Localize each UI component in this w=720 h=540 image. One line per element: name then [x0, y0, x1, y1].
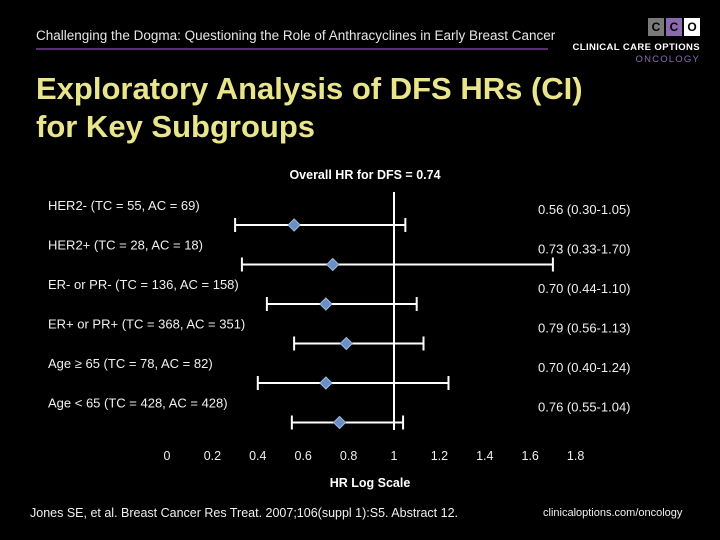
slide-title-line-1: Exploratory Analysis of DFS HRs (CI): [36, 71, 583, 106]
slide-title-line-2: for Key Subgroups: [36, 109, 316, 144]
header-divider: [36, 48, 548, 50]
ci-value-label: 0.79 (0.56-1.13): [538, 321, 631, 336]
x-tick-label: 1.2: [431, 449, 448, 463]
hr-point-marker: [332, 415, 347, 430]
logo-letter-2: C: [666, 18, 682, 36]
subgroup-label: ER- or PR- (TC = 136, AC = 158): [48, 277, 239, 292]
subgroup-label: HER2+ (TC = 28, AC = 18): [48, 238, 203, 253]
x-tick-label: 0.8: [340, 449, 357, 463]
x-tick-label: 1.6: [522, 449, 539, 463]
header-title: Challenging the Dogma: Questioning the R…: [36, 28, 556, 43]
ci-value-label: 0.56 (0.30-1.05): [538, 202, 631, 217]
ci-value-label: 0.70 (0.44-1.10): [538, 281, 631, 296]
footer-url[interactable]: clinicaloptions.com/oncology: [543, 507, 683, 519]
hr-point-marker: [287, 218, 301, 232]
citation: Jones SE, et al. Breast Cancer Res Treat…: [30, 506, 459, 520]
hr-point-marker: [339, 336, 354, 351]
hr-point-marker: [319, 376, 333, 390]
chart-title: Overall HR for DFS = 0.74: [289, 168, 441, 182]
subgroup-label: ER+ or PR+ (TC = 368, AC = 351): [48, 317, 245, 332]
logo-letter-1: C: [648, 18, 664, 36]
x-axis-label: HR Log Scale: [330, 476, 411, 490]
ci-value-label: 0.76 (0.55-1.04): [538, 400, 631, 415]
x-tick-label: 0: [164, 449, 171, 463]
logo-letter-3: O: [684, 18, 700, 36]
ci-value-label: 0.73 (0.33-1.70): [538, 242, 631, 257]
x-tick-label: 1: [391, 449, 398, 463]
clinical-care-options-logo: C C O CLINICAL CARE OPTIONS ONCOLOGY: [572, 18, 700, 66]
hr-point-marker: [319, 297, 333, 311]
x-tick-label: 1.8: [567, 449, 584, 463]
x-tick-label: 0.2: [204, 449, 221, 463]
logo-mark: C C O: [646, 18, 700, 36]
ci-value-label: 0.70 (0.40-1.24): [538, 360, 631, 375]
subgroup-label: HER2- (TC = 55, AC = 69): [48, 198, 200, 213]
hr-point-marker: [326, 257, 340, 272]
x-tick-label: 1.4: [476, 449, 493, 463]
subgroup-label: Age < 65 (TC = 428, AC = 428): [48, 396, 228, 411]
x-tick-label: 0.4: [249, 449, 266, 463]
subgroup-label: Age ≥ 65 (TC = 78, AC = 82): [48, 356, 213, 371]
logo-subtitle: ONCOLOGY: [635, 54, 700, 65]
logo-name: CLINICAL CARE OPTIONS: [572, 42, 700, 53]
slide-title: Exploratory Analysis of DFS HRs (CI) for…: [36, 70, 696, 146]
x-tick-label: 0.6: [295, 449, 312, 463]
